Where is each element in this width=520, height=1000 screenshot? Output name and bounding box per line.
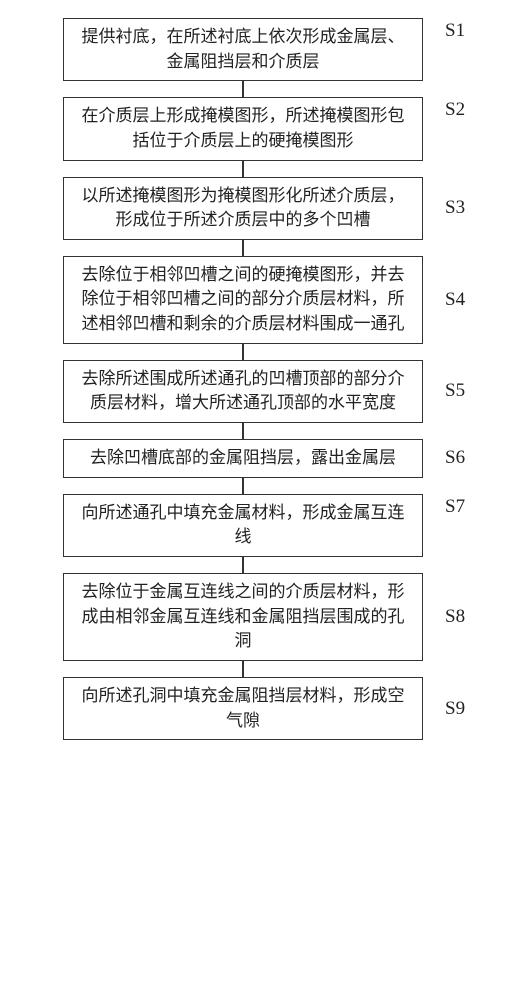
step-box: 去除凹槽底部的金属阻挡层，露出金属层 <box>63 439 423 478</box>
step-label: S6 <box>445 447 465 469</box>
connector-line <box>242 557 244 573</box>
step-box: 提供衬底，在所述衬底上依次形成金属层、金属阻挡层和介质层 <box>63 18 423 81</box>
step-box: 去除位于相邻凹槽之间的硬掩模图形，并去除位于相邻凹槽之间的部分介质层材料，所述相… <box>63 256 423 344</box>
process-flowchart: 提供衬底，在所述衬底上依次形成金属层、金属阻挡层和介质层 S1 在介质层上形成掩模图… <box>18 18 502 740</box>
step-row: 去除位于金属互连线之间的介质层材料，形成由相邻金属互连线和金属阻挡层围成的孔洞 S… <box>18 573 502 661</box>
step-label: S4 <box>445 289 465 311</box>
step-row: 向所述孔洞中填充金属阻挡层材料，形成空气隙 S9 <box>18 677 502 740</box>
step-label: S3 <box>445 197 465 219</box>
step-label: S7 <box>445 496 465 518</box>
step-label: S8 <box>445 606 465 628</box>
connector-line <box>242 81 244 97</box>
step-row: 去除凹槽底部的金属阻挡层，露出金属层 S6 <box>18 439 502 478</box>
step-box: 向所述通孔中填充金属材料，形成金属互连线 <box>63 494 423 557</box>
step-box: 在介质层上形成掩模图形，所述掩模图形包括位于介质层上的硬掩模图形 <box>63 97 423 160</box>
step-row: 在介质层上形成掩模图形，所述掩模图形包括位于介质层上的硬掩模图形 S2 <box>18 97 502 160</box>
connector-line <box>242 423 244 439</box>
step-box: 去除位于金属互连线之间的介质层材料，形成由相邻金属互连线和金属阻挡层围成的孔洞 <box>63 573 423 661</box>
step-row: 提供衬底，在所述衬底上依次形成金属层、金属阻挡层和介质层 S1 <box>18 18 502 81</box>
connector-line <box>242 240 244 256</box>
step-label: S2 <box>445 99 465 121</box>
step-box: 以所述掩模图形为掩模图形化所述介质层，形成位于所述介质层中的多个凹槽 <box>63 177 423 240</box>
step-row: 去除位于相邻凹槽之间的硬掩模图形，并去除位于相邻凹槽之间的部分介质层材料，所述相… <box>18 256 502 344</box>
step-label: S5 <box>445 380 465 402</box>
connector-line <box>242 161 244 177</box>
step-label: S9 <box>445 698 465 720</box>
step-row: 去除所述围成所述通孔的凹槽顶部的部分介质层材料，增大所述通孔顶部的水平宽度 S5 <box>18 360 502 423</box>
connector-line <box>242 478 244 494</box>
step-box: 去除所述围成所述通孔的凹槽顶部的部分介质层材料，增大所述通孔顶部的水平宽度 <box>63 360 423 423</box>
connector-line <box>242 661 244 677</box>
connector-line <box>242 344 244 360</box>
step-row: 向所述通孔中填充金属材料，形成金属互连线 S7 <box>18 494 502 557</box>
step-label: S1 <box>445 20 465 42</box>
step-box: 向所述孔洞中填充金属阻挡层材料，形成空气隙 <box>63 677 423 740</box>
step-row: 以所述掩模图形为掩模图形化所述介质层，形成位于所述介质层中的多个凹槽 S3 <box>18 177 502 240</box>
